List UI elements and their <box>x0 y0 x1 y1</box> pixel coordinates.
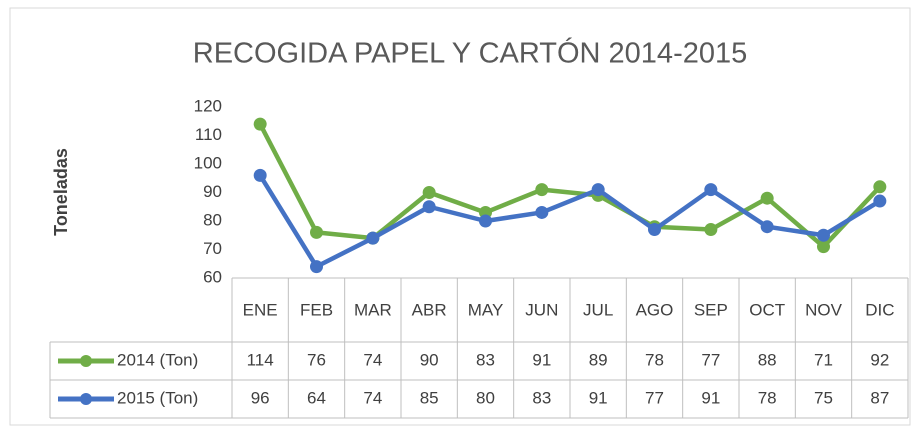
x-tick-label: OCT <box>749 300 785 319</box>
point <box>310 225 323 239</box>
point <box>253 168 267 182</box>
point <box>704 183 718 197</box>
table-value: 78 <box>758 388 777 407</box>
x-tick-label: JUN <box>525 300 558 319</box>
y-axis-label: Toneladas <box>51 148 71 236</box>
table-value: 80 <box>476 388 495 407</box>
point <box>591 183 605 197</box>
y-tick-label: 100 <box>194 153 222 172</box>
table-value: 75 <box>814 388 833 407</box>
table-value: 87 <box>870 388 889 407</box>
table-value: 74 <box>363 388 382 407</box>
x-tick-label: AGO <box>636 300 674 319</box>
series-line <box>258 174 882 269</box>
table-value: 88 <box>758 350 777 369</box>
y-tick-label: 70 <box>203 239 222 258</box>
point <box>535 183 549 197</box>
table-value: 78 <box>645 350 664 369</box>
point <box>535 205 549 219</box>
point <box>760 220 774 234</box>
table-value: 92 <box>870 350 889 369</box>
table-value: 96 <box>251 388 270 407</box>
table-value: 91 <box>701 388 720 407</box>
table-value: 91 <box>532 350 551 369</box>
point <box>422 186 436 199</box>
point <box>873 180 887 194</box>
table-value: 91 <box>589 388 608 407</box>
table-value: 64 <box>307 388 326 407</box>
table-value: 83 <box>476 350 495 369</box>
point <box>310 260 323 274</box>
table-value: 85 <box>420 388 439 407</box>
x-tick-label: MAR <box>354 300 392 319</box>
point <box>704 223 718 237</box>
table-value: 89 <box>589 350 608 369</box>
legend-marker <box>80 393 92 405</box>
y-tick-label: 110 <box>195 125 222 144</box>
point <box>873 194 887 208</box>
legend-marker <box>80 355 92 367</box>
x-tick-label: SEP <box>694 300 728 319</box>
table-value: 74 <box>363 350 382 369</box>
series-line <box>258 123 882 249</box>
x-tick-label: MAY <box>468 300 504 319</box>
point <box>366 231 380 245</box>
table-value: 76 <box>307 350 326 369</box>
y-tick-label: 80 <box>203 210 222 229</box>
point <box>817 228 830 242</box>
point <box>253 117 267 131</box>
y-tick-label: 120 <box>194 96 222 115</box>
table-value: 83 <box>532 388 551 407</box>
x-tick-label: JUL <box>583 300 613 319</box>
y-tick-label: 90 <box>203 182 222 201</box>
legend-label: 2014 (Ton) <box>117 350 198 369</box>
chart-title: RECOGIDA PAPEL Y CARTÓN 2014-2015 <box>193 37 747 70</box>
table-value: 114 <box>247 350 274 369</box>
table-value: 90 <box>420 350 439 369</box>
table-value: 77 <box>645 388 664 407</box>
point <box>479 214 492 228</box>
y-tick-label: 60 <box>203 267 222 286</box>
point <box>422 200 436 214</box>
x-tick-label: FEB <box>300 300 333 319</box>
x-tick-label: ABR <box>412 300 447 319</box>
point <box>760 191 774 205</box>
x-tick-label: NOV <box>805 300 843 319</box>
point <box>817 240 830 254</box>
x-tick-label: DIC <box>865 300 894 319</box>
legend-label: 2015 (Ton) <box>117 388 198 407</box>
x-tick-label: ENE <box>243 300 278 319</box>
table-value: 71 <box>814 350 833 369</box>
point <box>648 223 661 237</box>
table-value: 77 <box>701 350 720 369</box>
